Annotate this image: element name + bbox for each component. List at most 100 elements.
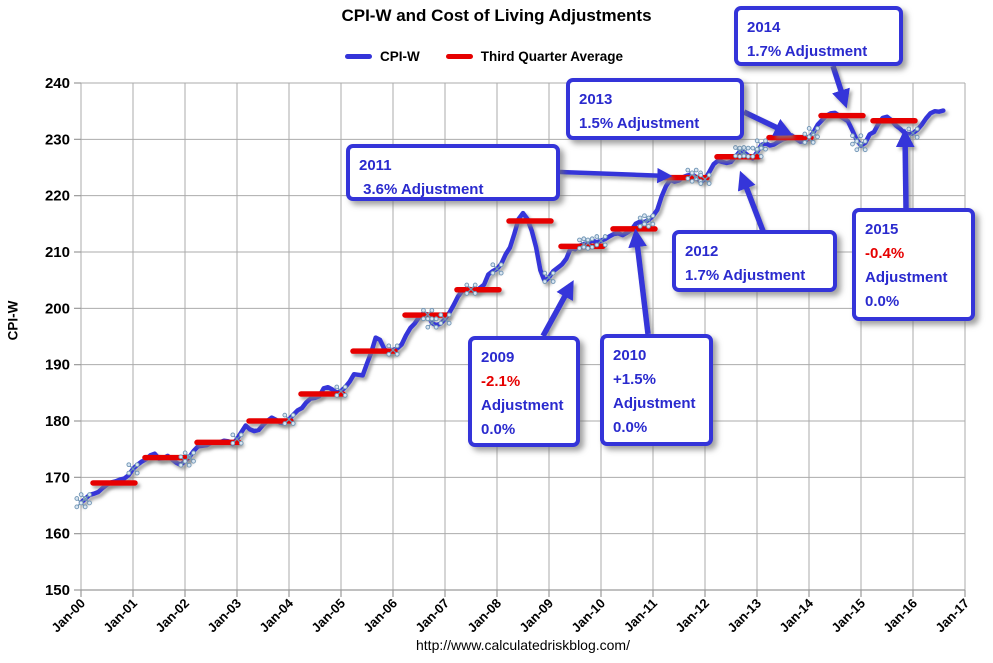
x-tick-label: Jan-12 [672,596,712,636]
annotation-arrows [540,65,915,338]
chart-legend: CPI-W Third Quarter Average [345,49,641,64]
x-tick-label: Jan-10 [568,596,608,636]
y-tick-label: 240 [45,75,70,92]
annotation-box-2012: 2012 1.7% Adjustment [672,230,837,292]
x-tick-label: Jan-15 [828,596,868,636]
annotation-box-2010: 2010 +1.5% Adjustment 0.0% [600,334,713,446]
x-tick-label: Jan-16 [880,596,920,636]
x-tick-label: Jan-08 [464,596,504,636]
annotation-line: +1.5% [613,371,656,388]
cpiw-legend-swatch [345,54,372,59]
data-point-marker [438,312,452,326]
x-tick-label: Jan-05 [308,596,348,636]
annotation-line: -2.1% [481,373,521,390]
annotation-line: 2010 [613,347,647,364]
annotation-line: 2013 [579,91,613,108]
data-point-marker [425,316,439,330]
x-tick-label: Jan-11 [621,596,660,635]
data-point-marker [386,343,400,357]
annotation-line: 2009 [481,349,515,366]
y-tick-label: 200 [45,300,70,317]
annotation-box-2013: 2013 1.5% Adjustment [566,78,744,140]
x-tick-label: Jan-00 [48,596,88,636]
annotation-line: Adjustment [481,397,564,414]
data-point-marker [754,138,768,152]
annotation-line: Adjustment [865,269,948,286]
x-tick-label: Jan-14 [776,595,816,635]
annotation-arrow-2013 [742,109,794,136]
annotation-line: 1.5% Adjustment [579,115,700,132]
data-point-marker [642,213,656,227]
data-point-marker [581,236,595,250]
x-tick-label: Jan-06 [360,596,400,636]
annotation-line: 2012 [685,243,719,260]
annotation-line: 0.0% [613,419,648,436]
data-point-marker [78,492,92,506]
data-point-marker [737,145,751,159]
y-tick-label: 160 [45,526,70,543]
annotation-arrow-2014 [830,65,850,109]
data-point-marker [698,172,712,186]
data-point-markers [74,126,920,510]
annotation-line: 0.0% [865,293,900,310]
x-tick-label: Jan-02 [152,596,192,636]
data-point-marker [806,126,820,140]
y-tick-label: 190 [45,357,70,374]
axis-ticks [74,82,966,597]
x-axis-tick-labels: Jan-00 Jan-01 Jan-02 Jan-03 Jan-04 Jan-05 Jan-… [48,595,972,635]
x-tick-label: Jan-13 [724,596,764,636]
annotation-arrow-2015 [895,128,915,209]
annotation-arrow-2011 [559,167,673,184]
annotation-line: 1.7% Adjustment [685,267,806,284]
data-point-marker [464,282,478,296]
annotation-box-2014: 2014 1.7% Adjustment [734,6,903,66]
annotation-arrow-2009 [540,280,574,338]
annotation-line: 2014 [747,19,781,36]
annotation-box-2009: 2009 -2.1% Adjustment 0.0% [468,336,580,447]
annotation-box-2015: 2015 -0.4% Adjustment 0.0% [852,208,975,321]
data-point-marker [334,384,348,398]
data-point-marker [230,432,244,446]
y-axis-tick-labels: 150 160 170 180 190 200 210 220 230 240 [45,75,70,599]
annotation-box-2011: 2011 3.6% Adjustment [346,144,560,201]
y-tick-label: 170 [45,469,70,486]
annotation-line: 3.6% Adjustment [359,181,484,198]
x-tick-label: Jan-07 [412,596,452,636]
annotation-line: Adjustment [613,395,696,412]
third-quarter-average-legend-swatch [445,54,473,59]
y-tick-label: 220 [45,188,70,205]
data-point-marker [182,450,196,464]
cpiw-legend-label: CPI-W [380,49,420,64]
annotation-line: 2015 [865,221,899,238]
data-point-marker [594,234,608,248]
y-tick-label: 210 [45,244,70,261]
x-tick-label: Jan-09 [516,596,556,636]
annotation-arrow-2012 [737,170,766,232]
x-tick-label: Jan-03 [204,596,244,636]
source-url: http://www.calculatedriskblog.com/ [416,637,630,653]
annotation-line: 2011 [359,157,392,174]
chart-title: CPI-W and Cost of Living Adjustments [341,6,652,25]
data-point-marker [542,270,556,284]
y-tick-label: 180 [45,413,70,430]
third-quarter-average-legend-label: Third Quarter Average [480,49,624,64]
x-tick-label: Jan-17 [932,596,972,636]
data-point-marker [750,145,764,159]
annotation-line: 1.7% Adjustment [747,43,868,60]
x-tick-label: Jan-01 [100,596,140,636]
data-point-marker [577,237,591,251]
annotation-line: 0.0% [481,421,516,438]
data-point-marker [282,412,296,426]
data-point-marker [490,262,504,276]
y-axis-title: CPI-W [5,300,21,341]
data-point-marker [854,138,868,153]
data-point-marker [421,307,435,322]
y-tick-label: 230 [45,131,70,148]
x-tick-label: Jan-04 [256,595,296,635]
data-point-marker [126,462,140,476]
annotation-arrow-2010 [628,228,651,335]
y-tick-label: 150 [45,582,70,599]
annotation-line: -0.4% [865,245,905,262]
